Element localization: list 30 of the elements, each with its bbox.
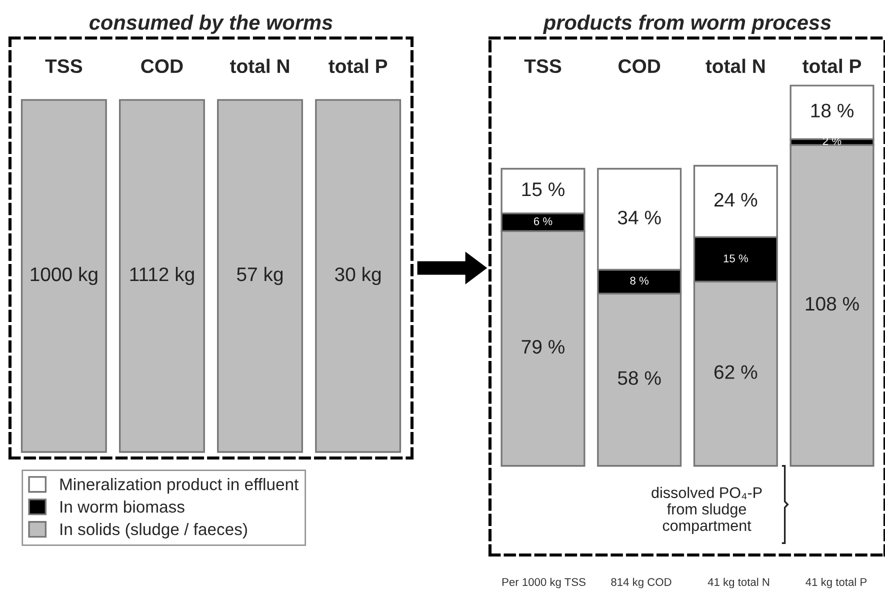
data-label: 62 %: [714, 365, 758, 379]
bar: [790, 144, 874, 467]
x-tick-label: TSS: [524, 59, 562, 74]
data-label: 8 %: [630, 276, 649, 285]
x-tick-label: total P: [802, 58, 862, 74]
text: 41 kg total P: [806, 578, 867, 588]
data-label: 6 %: [534, 217, 552, 226]
text: 814 kg COD: [611, 578, 672, 588]
data-label: 108 %: [806, 296, 859, 311]
legend-label: In worm biomass: [60, 500, 184, 513]
text: consumed by the worms: [90, 14, 332, 34]
data-label: 24 %: [714, 192, 758, 207]
text: Per 1000 kg TSS: [502, 578, 586, 588]
data-label: 57 kg: [237, 266, 283, 286]
x-tick-label: total N: [706, 58, 765, 74]
chart-title: products from worm process: [542, 14, 831, 34]
data-label: 1000 kg: [30, 266, 98, 286]
data-label: 1112 kg: [130, 266, 194, 286]
data-label: 15 %: [522, 182, 564, 196]
text: dissolved PO₄-P from sludge compartment: [652, 486, 762, 534]
legend-label: In solids (sludge / faeces): [60, 522, 247, 538]
legend-label: Mineralization product in effluent: [60, 478, 299, 494]
text: 41 kg total N: [708, 578, 770, 588]
x-tick-label: COD: [618, 59, 660, 74]
data-label: 79 %: [522, 340, 564, 354]
data-label: 34 %: [618, 210, 661, 224]
data-label: 30 kg: [335, 266, 381, 286]
data-label: 18 %: [811, 104, 854, 118]
data-label: 15 %: [724, 254, 748, 262]
data-label: 58 %: [618, 371, 661, 385]
